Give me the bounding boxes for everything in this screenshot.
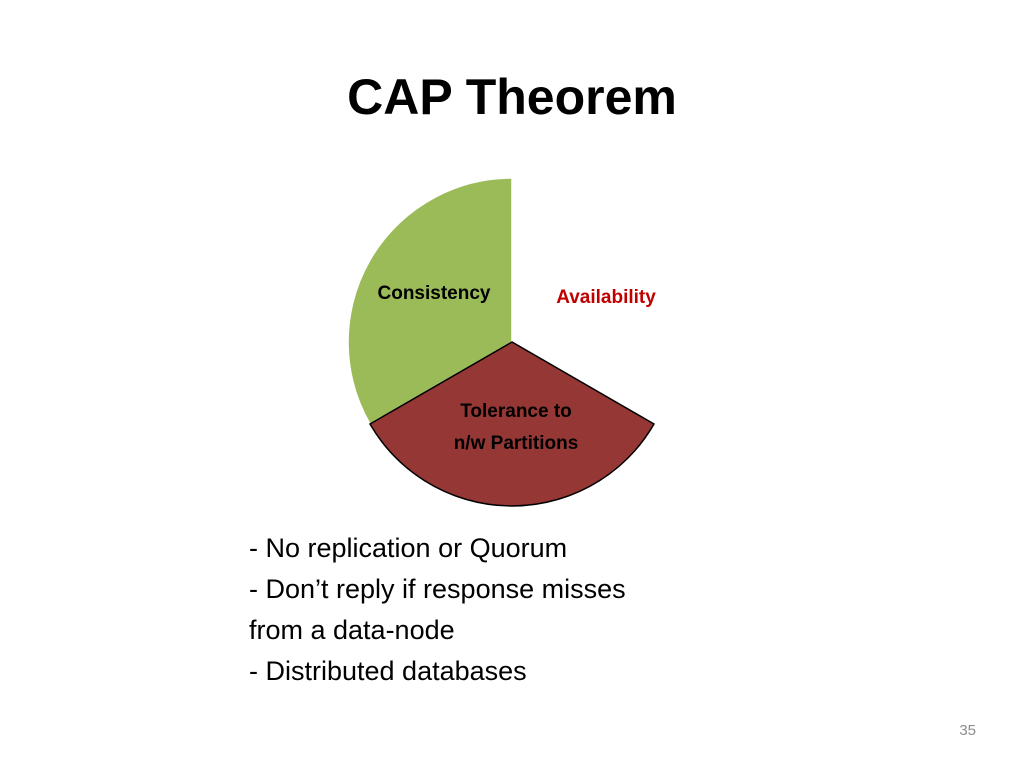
consistency-label: Consistency xyxy=(377,283,491,304)
page-number: 35 xyxy=(959,722,976,739)
partition-tolerance-slice xyxy=(368,341,656,507)
consistency-slice xyxy=(347,177,513,426)
note-line: - Don’t reply if response misses xyxy=(249,574,626,604)
note-line: from a data-node xyxy=(249,615,455,645)
notes-list: - No replication or Quorum - Don’t reply… xyxy=(249,528,769,692)
note-line: - Distributed databases xyxy=(249,656,527,686)
slide-title: CAP Theorem xyxy=(347,69,677,125)
note-line: - No replication or Quorum xyxy=(249,533,568,563)
partition-tolerance-label-line-1: Tolerance to xyxy=(460,401,572,422)
partition-tolerance-label: Tolerance to n/w Partitions xyxy=(426,396,606,460)
partition-tolerance-label-line-2: n/w Partitions xyxy=(453,433,579,454)
availability-label: Availability xyxy=(556,287,656,308)
